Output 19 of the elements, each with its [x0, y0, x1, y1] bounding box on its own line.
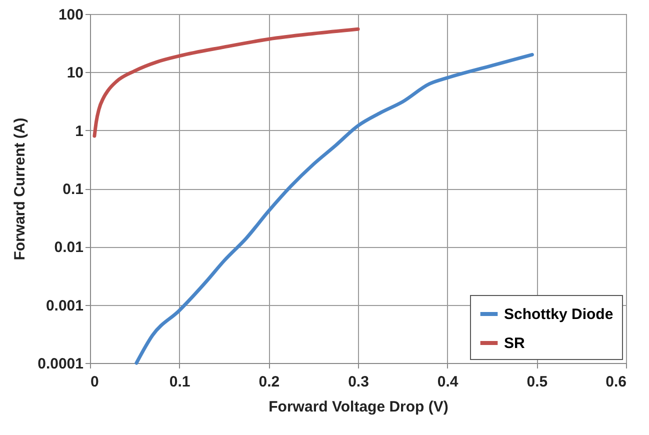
- y-tick-label: 0.1: [62, 181, 84, 198]
- y-axis-title: Forward Current (A): [12, 118, 29, 260]
- x-tick-label: 0.1: [169, 374, 190, 390]
- line-series: [92, 27, 360, 138]
- legend-label: Schottky Diode: [504, 306, 614, 323]
- y-tick-label: 0.01: [54, 239, 84, 256]
- y-tick-label: 0.001: [46, 297, 84, 314]
- x-axis-title: Forward Voltage Drop (V): [268, 398, 448, 416]
- x-tick-label: 0.6: [606, 374, 626, 390]
- x-tick-label: 0.4: [437, 374, 459, 390]
- y-tick-label: 100: [58, 6, 84, 24]
- x-tick-label: 0.2: [258, 374, 280, 390]
- x-tick-label: 0: [90, 374, 99, 390]
- y-tick-label: 0.0001: [38, 356, 84, 372]
- y-tick-label: 1: [75, 122, 84, 140]
- x-tick-label: 0.3: [348, 374, 369, 390]
- y-tick-label: 10: [66, 64, 84, 82]
- x-tick-label: 0.5: [526, 374, 548, 390]
- legend-label: SR: [504, 335, 526, 352]
